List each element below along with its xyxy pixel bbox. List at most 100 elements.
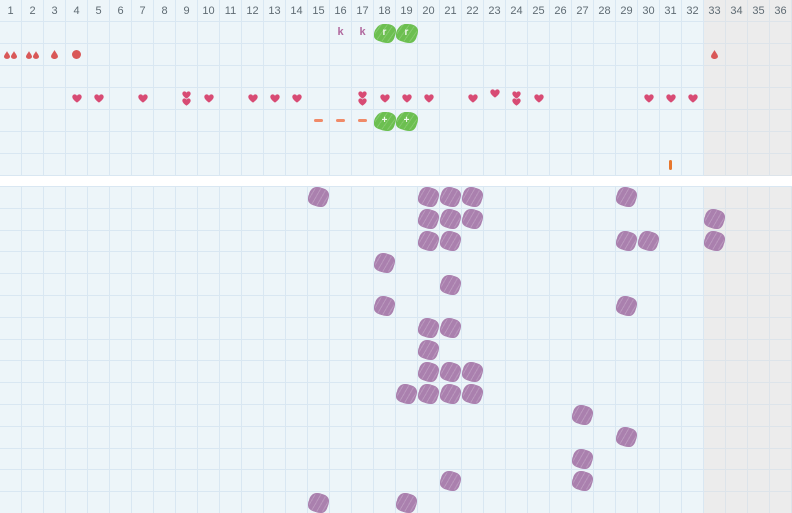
day-cell[interactable] xyxy=(352,230,374,253)
day-cell[interactable] xyxy=(132,317,154,340)
day-cell[interactable] xyxy=(462,187,484,209)
day-cell[interactable] xyxy=(264,339,286,362)
day-cell[interactable] xyxy=(660,295,682,318)
day-cell[interactable] xyxy=(330,492,352,513)
day-cell[interactable] xyxy=(110,492,132,513)
day-cell[interactable] xyxy=(308,22,330,44)
day-cell[interactable] xyxy=(198,208,220,231)
day-cell[interactable] xyxy=(198,404,220,427)
day-cell[interactable] xyxy=(726,230,748,253)
day-cell[interactable] xyxy=(660,470,682,493)
day-cell[interactable] xyxy=(264,187,286,209)
day-cell[interactable] xyxy=(770,274,792,296)
day-cell[interactable] xyxy=(88,187,110,209)
day-cell[interactable] xyxy=(352,88,374,110)
day-cell[interactable] xyxy=(88,208,110,231)
day-cell[interactable] xyxy=(44,317,66,340)
day-cell[interactable] xyxy=(704,88,726,110)
day-cell[interactable] xyxy=(0,66,22,88)
day-cell[interactable] xyxy=(594,88,616,110)
day-cell[interactable] xyxy=(528,339,550,362)
day-cell[interactable] xyxy=(770,187,792,209)
day-cell[interactable] xyxy=(110,317,132,340)
day-cell[interactable] xyxy=(374,132,396,154)
day-cell[interactable] xyxy=(484,66,506,88)
day-cell[interactable] xyxy=(528,383,550,405)
day-cell[interactable] xyxy=(572,470,594,493)
day-cell[interactable] xyxy=(66,404,88,427)
day-cell[interactable] xyxy=(22,22,44,44)
day-cell[interactable] xyxy=(440,361,462,384)
day-cell[interactable] xyxy=(506,383,528,405)
day-cell[interactable] xyxy=(506,448,528,471)
day-cell[interactable] xyxy=(154,448,176,471)
day-cell[interactable] xyxy=(198,132,220,154)
day-cell[interactable] xyxy=(506,187,528,209)
day-cell[interactable] xyxy=(286,252,308,275)
day-cell[interactable] xyxy=(242,110,264,132)
day-cell[interactable] xyxy=(440,22,462,44)
day-cell[interactable] xyxy=(682,361,704,384)
day-cell[interactable] xyxy=(198,383,220,405)
day-cell[interactable] xyxy=(616,426,638,449)
day-cell[interactable] xyxy=(22,361,44,384)
day-cell[interactable] xyxy=(726,317,748,340)
day-cell[interactable] xyxy=(550,361,572,384)
day-cell[interactable]: k xyxy=(330,22,352,44)
day-cell[interactable] xyxy=(396,187,418,209)
day-cell[interactable] xyxy=(572,252,594,275)
day-cell[interactable] xyxy=(308,448,330,471)
day-cell[interactable] xyxy=(374,208,396,231)
day-cell[interactable] xyxy=(264,44,286,66)
day-cell[interactable] xyxy=(704,339,726,362)
day-cell[interactable] xyxy=(528,154,550,176)
day-cell[interactable] xyxy=(506,88,528,110)
day-cell[interactable] xyxy=(506,208,528,231)
day-cell[interactable] xyxy=(374,187,396,209)
day-cell[interactable] xyxy=(418,208,440,231)
day-cell[interactable] xyxy=(154,295,176,318)
day-cell[interactable] xyxy=(110,66,132,88)
day-cell[interactable] xyxy=(682,187,704,209)
day-cell[interactable] xyxy=(374,295,396,318)
day-cell[interactable] xyxy=(176,295,198,318)
day-cell[interactable] xyxy=(66,208,88,231)
day-cell[interactable] xyxy=(374,44,396,66)
day-cell[interactable] xyxy=(748,404,770,427)
day-cell[interactable] xyxy=(748,339,770,362)
day-cell[interactable] xyxy=(154,132,176,154)
day-cell[interactable] xyxy=(638,88,660,110)
day-cell[interactable] xyxy=(770,252,792,275)
day-cell[interactable] xyxy=(462,404,484,427)
day-cell[interactable] xyxy=(242,492,264,513)
day-cell[interactable] xyxy=(22,132,44,154)
day-cell[interactable] xyxy=(220,208,242,231)
day-cell[interactable] xyxy=(154,154,176,176)
day-cell[interactable] xyxy=(440,404,462,427)
day-cell[interactable] xyxy=(220,448,242,471)
day-cell[interactable] xyxy=(286,187,308,209)
day-cell[interactable] xyxy=(440,470,462,493)
day-cell[interactable] xyxy=(110,295,132,318)
day-cell[interactable] xyxy=(528,110,550,132)
day-cell[interactable] xyxy=(704,426,726,449)
day-cell[interactable] xyxy=(352,44,374,66)
day-cell[interactable] xyxy=(374,154,396,176)
day-cell[interactable] xyxy=(330,187,352,209)
day-cell[interactable] xyxy=(286,492,308,513)
day-cell[interactable]: + xyxy=(374,110,396,132)
day-cell[interactable] xyxy=(286,274,308,296)
day-cell[interactable] xyxy=(88,492,110,513)
day-cell[interactable] xyxy=(682,274,704,296)
day-cell[interactable] xyxy=(66,383,88,405)
day-cell[interactable] xyxy=(462,426,484,449)
day-cell[interactable] xyxy=(418,88,440,110)
day-cell[interactable] xyxy=(330,383,352,405)
day-cell[interactable] xyxy=(770,383,792,405)
day-cell[interactable] xyxy=(550,295,572,318)
day-cell[interactable] xyxy=(88,295,110,318)
day-cell[interactable] xyxy=(22,66,44,88)
day-cell[interactable] xyxy=(264,470,286,493)
day-cell[interactable] xyxy=(704,274,726,296)
day-cell[interactable] xyxy=(198,361,220,384)
